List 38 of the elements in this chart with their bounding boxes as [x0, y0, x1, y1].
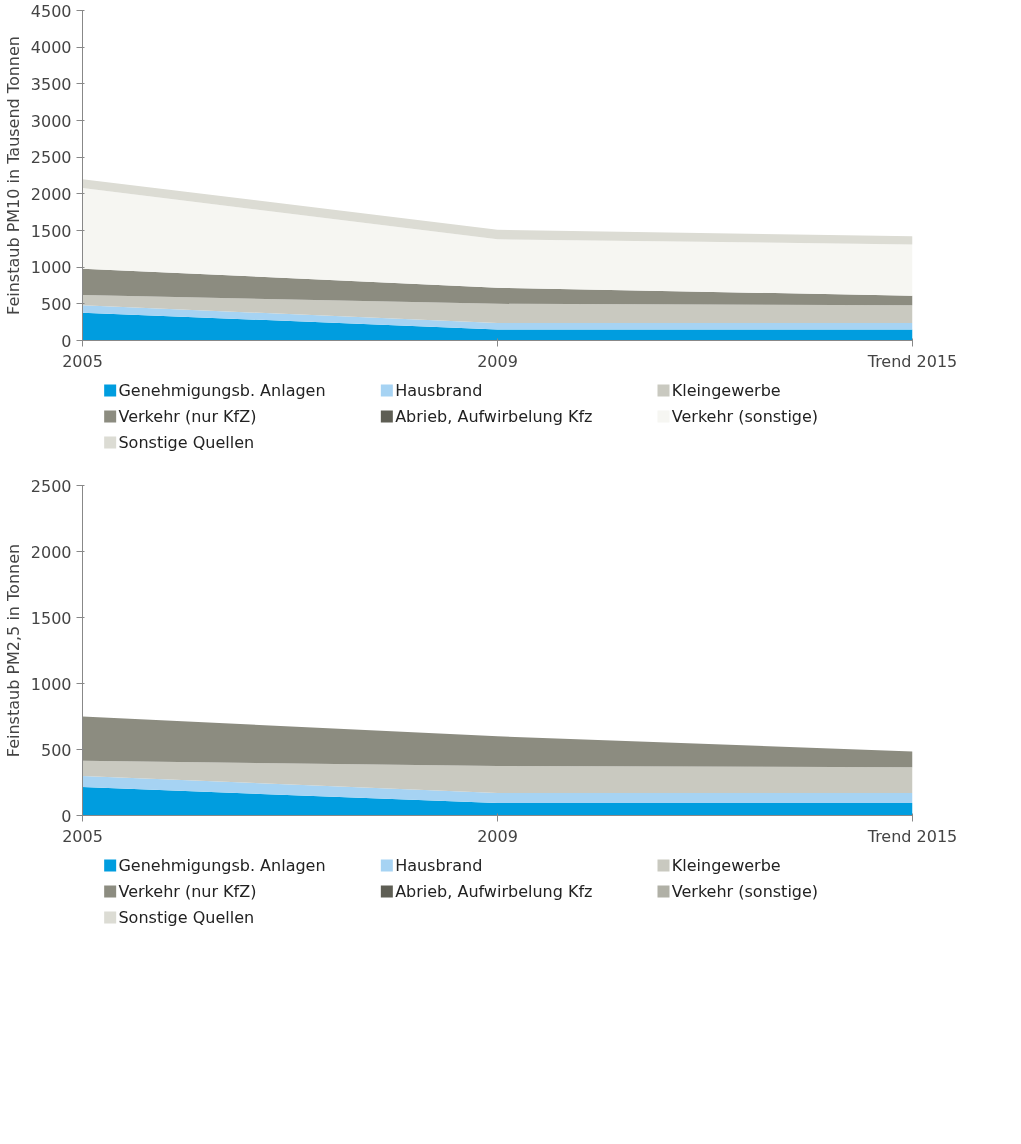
- legend-label: Hausbrand: [395, 856, 483, 875]
- x-tick-label: 2009: [477, 826, 518, 846]
- legend-label: Verkehr (sonstige): [671, 882, 819, 901]
- y-tick-label: 3000: [30, 111, 72, 131]
- y-axis-title: Feinstaub PM2,5 in Tonnen: [3, 543, 23, 758]
- y-axis-title: Feinstaub PM10 in Tausend Tonnen: [3, 36, 23, 315]
- legend-label: Kleingewerbe: [671, 856, 781, 875]
- x-tick-label: Trend 2015: [866, 351, 958, 371]
- y-tick-label: 500: [40, 294, 72, 314]
- y-tick-label: 3500: [30, 74, 72, 94]
- legend-label: Verkehr (nur KfZ): [118, 407, 257, 426]
- y-tick-label: 1500: [30, 608, 72, 628]
- x-tick-label: 2005: [62, 826, 103, 846]
- x-tick-label: 2005: [62, 351, 103, 371]
- y-tick-label: 4000: [30, 38, 72, 58]
- legend-label: Abrieb, Aufwirbelung Kfz: [395, 407, 593, 426]
- legend-label: Verkehr (sonstige): [671, 407, 819, 426]
- y-tick-label: 0: [61, 331, 72, 351]
- y-tick-label: 1500: [30, 221, 72, 241]
- x-tick-label: 2009: [477, 351, 518, 371]
- y-tick-label: 500: [40, 740, 72, 760]
- legend-label: Sonstige Quellen: [118, 433, 255, 452]
- legend-label: Genehmigungsb. Anlagen: [118, 381, 326, 400]
- legend-label: Kleingewerbe: [671, 381, 781, 400]
- legend-label: Verkehr (nur KfZ): [118, 882, 257, 901]
- y-tick-label: 2500: [30, 148, 72, 168]
- legend-label: Abrieb, Aufwirbelung Kfz: [395, 882, 593, 901]
- y-tick-label: 1000: [30, 258, 72, 278]
- y-tick-label: 2000: [30, 184, 72, 204]
- legend-label: Genehmigungsb. Anlagen: [118, 856, 326, 875]
- y-tick-label: 0: [61, 806, 72, 826]
- y-tick-label: 4500: [30, 1, 72, 21]
- y-tick-label: 2000: [30, 542, 72, 562]
- y-tick-label: 2500: [30, 476, 72, 496]
- y-tick-label: 1000: [30, 674, 72, 694]
- x-tick-label: Trend 2015: [866, 826, 958, 846]
- legend-label: Sonstige Quellen: [118, 908, 255, 927]
- legend-label: Hausbrand: [395, 381, 483, 400]
